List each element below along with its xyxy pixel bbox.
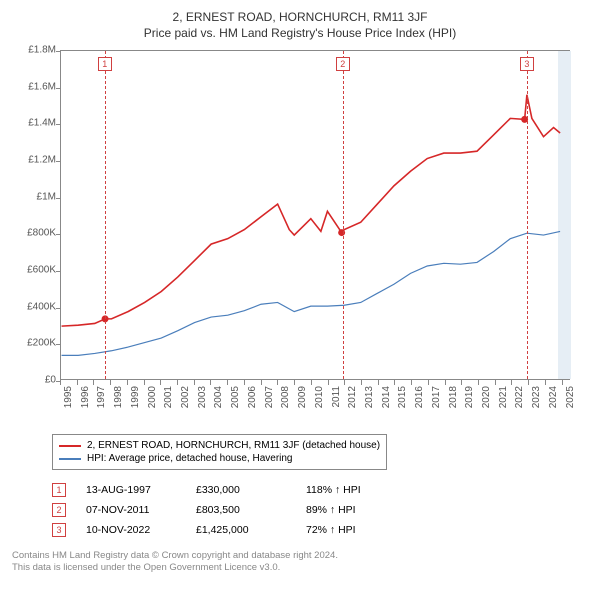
x-tick-label: 2002 [180, 386, 191, 408]
x-tick-label: 2004 [213, 386, 224, 408]
x-tick-label: 2013 [364, 386, 375, 408]
x-tick-label: 2005 [230, 386, 241, 408]
x-tick-label: 2022 [514, 386, 525, 408]
chart-lines-svg [61, 51, 569, 379]
marker-vline [343, 51, 344, 379]
footnote-line2: This data is licensed under the Open Gov… [12, 562, 588, 574]
x-tick-label: 2008 [280, 386, 291, 408]
x-tick-label: 1996 [80, 386, 91, 408]
x-tick-label: 1995 [63, 386, 74, 408]
marker-date: 10-NOV-2022 [86, 524, 176, 536]
marker-delta: 72% ↑ HPI [306, 524, 396, 536]
title-address: 2, ERNEST ROAD, HORNCHURCH, RM11 3JF [12, 10, 588, 24]
y-tick-label: £1M [12, 191, 56, 202]
x-tick-label: 2020 [481, 386, 492, 408]
marker-table-row: 2 07-NOV-2011 £803,500 89% ↑ HPI [52, 500, 588, 520]
chart-wrap: £0 £200K £400K £600K £800K £1M £1.2M £1.4M £1.6M… [12, 50, 588, 430]
x-tick-label: 2016 [414, 386, 425, 408]
y-tick-label: £1.2M [12, 155, 56, 166]
x-tick-label: 2024 [548, 386, 559, 408]
y-tick-label: £0 [12, 375, 56, 386]
marker-table-row: 3 10-NOV-2022 £1,425,000 72% ↑ HPI [52, 520, 588, 540]
marker-price: £1,425,000 [196, 524, 286, 536]
y-tick-label: £800K [12, 228, 56, 239]
x-tick-label: 2018 [448, 386, 459, 408]
x-tick-label: 1999 [130, 386, 141, 408]
marker-price: £803,500 [196, 504, 286, 516]
footnote: Contains HM Land Registry data © Crown c… [12, 550, 588, 575]
marker-delta: 89% ↑ HPI [306, 504, 396, 516]
marker-number: 3 [52, 523, 66, 537]
y-tick-label: £1.4M [12, 118, 56, 129]
x-tick-label: 2021 [498, 386, 509, 408]
x-tick-label: 2007 [264, 386, 275, 408]
marker-dot [338, 229, 345, 236]
marker-date: 13-AUG-1997 [86, 484, 176, 496]
x-tick-label: 2019 [464, 386, 475, 408]
y-tick-label: £1.6M [12, 81, 56, 92]
title-subtitle: Price paid vs. HM Land Registry's House … [12, 26, 588, 40]
marker-box: 1 [98, 57, 112, 71]
legend-swatch [59, 458, 81, 460]
marker-box: 2 [336, 57, 350, 71]
x-tick-label: 2011 [331, 386, 342, 408]
marker-box: 3 [520, 57, 534, 71]
marker-table-row: 1 13-AUG-1997 £330,000 118% ↑ HPI [52, 480, 588, 500]
x-tick-label: 2006 [247, 386, 258, 408]
y-tick-label: £600K [12, 265, 56, 276]
marker-delta: 118% ↑ HPI [306, 484, 396, 496]
legend-label: 2, ERNEST ROAD, HORNCHURCH, RM11 3JF (de… [87, 440, 380, 451]
x-tick-label: 2010 [314, 386, 325, 408]
plot-area: 1 2 3 [60, 50, 570, 380]
marker-number: 1 [52, 483, 66, 497]
x-tick-label: 2017 [431, 386, 442, 408]
x-tick-label: 2014 [381, 386, 392, 408]
marker-date: 07-NOV-2011 [86, 504, 176, 516]
y-axis-ticks: £0£200K£400K£600K£800K£1M£1.2M£1.4M£1.6M… [12, 50, 56, 380]
legend: 2, ERNEST ROAD, HORNCHURCH, RM11 3JF (de… [52, 434, 387, 470]
x-tick-label: 1997 [96, 386, 107, 408]
chart-container: 2, ERNEST ROAD, HORNCHURCH, RM11 3JF Pri… [0, 0, 600, 583]
legend-label: HPI: Average price, detached house, Have… [87, 453, 293, 464]
x-tick-label: 2003 [197, 386, 208, 408]
y-tick-label: £400K [12, 301, 56, 312]
marker-table: 1 13-AUG-1997 £330,000 118% ↑ HPI 2 07-NOV-20… [52, 480, 588, 540]
x-tick-label: 1998 [113, 386, 124, 408]
series-line-subject [62, 95, 561, 326]
x-tick-label: 2009 [297, 386, 308, 408]
legend-row: HPI: Average price, detached house, Have… [59, 452, 380, 465]
marker-price: £330,000 [196, 484, 286, 496]
footnote-line1: Contains HM Land Registry data © Crown c… [12, 550, 588, 562]
y-tick-label: £1.8M [12, 45, 56, 56]
x-tick-label: 2025 [565, 386, 576, 408]
marker-vline [105, 51, 106, 379]
marker-number: 2 [52, 503, 66, 517]
legend-swatch [59, 445, 81, 447]
x-tick-label: 2001 [163, 386, 174, 408]
x-axis-ticks: 1995 1996 1997 1998 1999 2000 2001 2002 2003 2004… [60, 380, 570, 430]
y-tick-label: £200K [12, 338, 56, 349]
x-tick-label: 2012 [347, 386, 358, 408]
x-tick-label: 2000 [147, 386, 158, 408]
marker-vline [527, 51, 528, 379]
legend-row: 2, ERNEST ROAD, HORNCHURCH, RM11 3JF (de… [59, 439, 380, 452]
x-tick-label: 2015 [397, 386, 408, 408]
x-tick-label: 2023 [531, 386, 542, 408]
series-line-hpi [62, 231, 561, 355]
